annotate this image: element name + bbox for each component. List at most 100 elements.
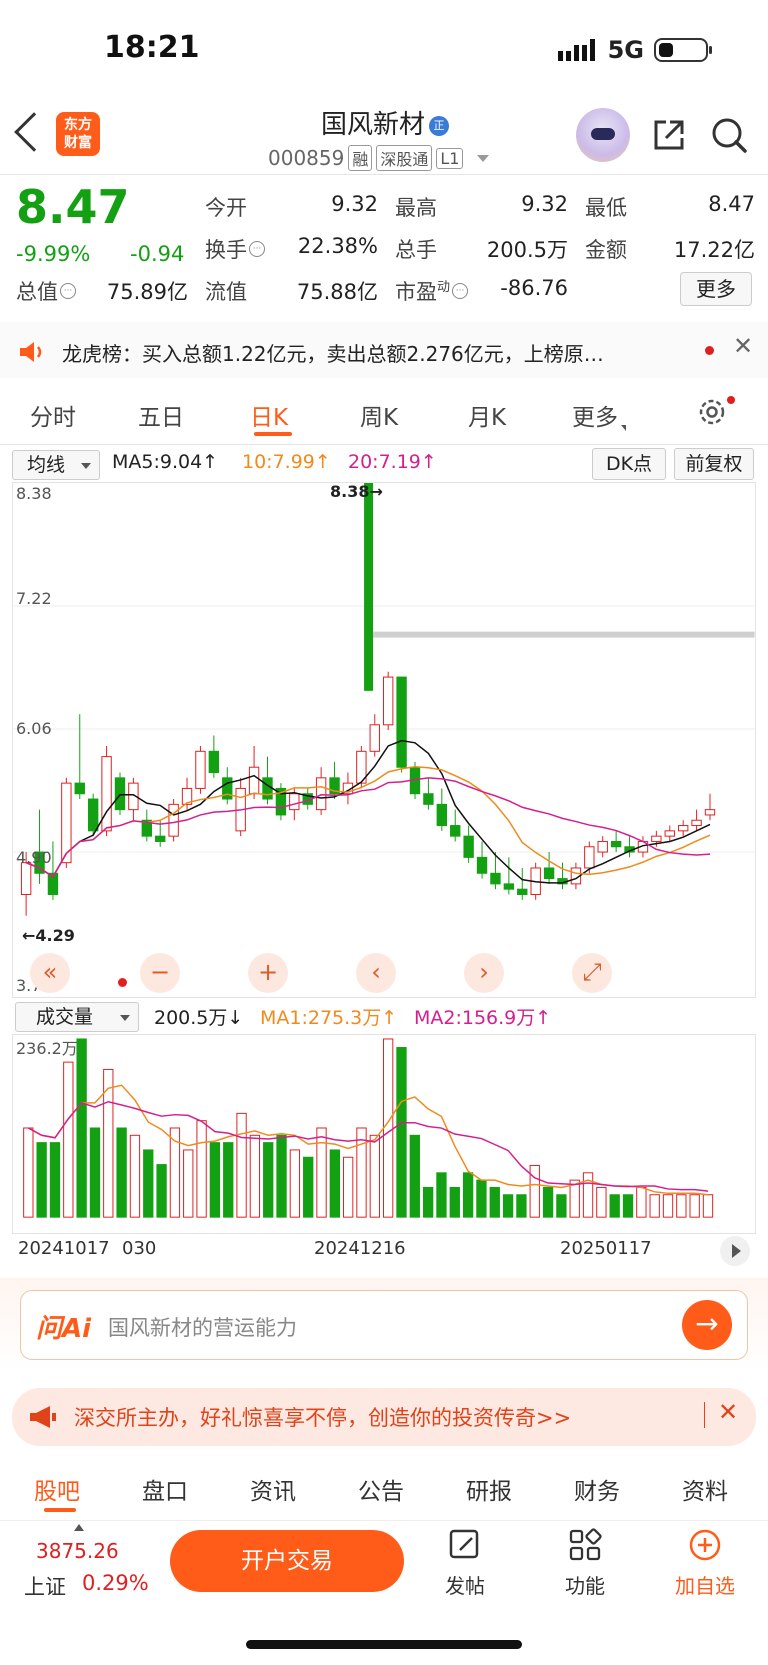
candle-down xyxy=(543,867,555,880)
mktcap-value: 75.89亿 xyxy=(106,280,188,304)
active-tab-indicator xyxy=(254,432,292,436)
share-icon[interactable] xyxy=(652,118,686,152)
notice-text[interactable]: 龙虎榜：买入总额1.22亿元，卖出总额2.276亿元，上榜原… xyxy=(62,342,604,366)
float-value: 75.88亿 xyxy=(296,280,378,304)
kline-chart[interactable] xyxy=(12,482,756,998)
network-label: 5G xyxy=(607,36,644,64)
candle-up xyxy=(704,809,716,816)
speaker-icon xyxy=(20,342,42,362)
volume-max-label: 236.2万 xyxy=(16,1039,78,1058)
candle-up xyxy=(382,676,394,726)
grid-icon xyxy=(569,1528,602,1561)
candle-down xyxy=(396,676,407,768)
close-icon[interactable]: ✕ xyxy=(733,332,754,360)
stock-subinfo[interactable]: 000859 融 深股通 L1 xyxy=(268,145,490,171)
adjust-button[interactable]: 前复权 xyxy=(674,448,754,480)
index-pct[interactable]: 0.29% xyxy=(82,1571,149,1595)
play-icon[interactable] xyxy=(720,1236,750,1266)
tab-daily-k[interactable]: 日K xyxy=(250,405,289,431)
index-value[interactable]: 3875.26 xyxy=(36,1539,119,1563)
candle-up xyxy=(597,840,608,853)
low-marker: ←4.29 xyxy=(22,926,75,945)
prev-button[interactable]: ‹ xyxy=(356,953,396,993)
more-button[interactable]: 更多 xyxy=(680,272,752,306)
y-label-top: 8.38 xyxy=(16,484,52,503)
tab-forum[interactable]: 股吧 xyxy=(34,1479,80,1505)
volume-bar-down xyxy=(223,1142,234,1218)
candle-up xyxy=(20,862,32,895)
candle-down xyxy=(436,803,448,827)
y-label-4: 4.90 xyxy=(16,848,52,867)
volume-select[interactable]: 成交量 xyxy=(15,1002,139,1032)
y-label-2: 7.22 xyxy=(16,589,52,608)
tab-orderbook[interactable]: 盘口 xyxy=(142,1479,188,1505)
index-name[interactable]: 上证 xyxy=(24,1575,66,1599)
gear-icon[interactable] xyxy=(696,396,728,428)
volume-bar-up xyxy=(169,1127,181,1218)
promo-banner[interactable] xyxy=(12,1388,756,1446)
search-icon[interactable] xyxy=(710,116,748,154)
logo-line2: 财富 xyxy=(64,135,92,151)
candle-up xyxy=(369,724,380,752)
dk-point-button[interactable]: DK点 xyxy=(592,448,666,480)
tab-weekly-k[interactable]: 周K xyxy=(360,405,399,431)
volume-bar-down xyxy=(36,1142,47,1218)
battery-icon xyxy=(654,38,712,62)
amount-label: 金额 xyxy=(585,238,627,262)
zoom-out-button[interactable]: − xyxy=(140,953,180,993)
candle-limit-down xyxy=(364,483,374,691)
tab-announcements[interactable]: 公告 xyxy=(358,1479,404,1505)
volume-bar-down xyxy=(516,1194,527,1218)
function-button[interactable]: 功能 xyxy=(540,1528,630,1599)
volume-bar-down xyxy=(209,1142,221,1218)
back-icon[interactable] xyxy=(14,112,54,152)
promo-text[interactable]: 深交所主办，好礼惊喜享不停，创造你的投资传奇>> xyxy=(74,1406,572,1430)
ma-select[interactable]: 均线 xyxy=(12,450,100,480)
add-circle-icon xyxy=(689,1529,721,1561)
mktcap-label: 总值 ··· xyxy=(16,276,76,306)
fast-back-button[interactable]: « xyxy=(30,953,70,993)
add-watch-button[interactable]: 加自选 xyxy=(660,1528,750,1599)
volume-value: 200.5万 xyxy=(486,238,568,262)
ai-placeholder[interactable]: 国风新材的营运能力 xyxy=(108,1316,297,1340)
y-label-3: 6.06 xyxy=(16,719,52,738)
tab-more[interactable]: 更多 xyxy=(572,398,626,432)
high-label: 最高 xyxy=(395,196,437,220)
candle-up xyxy=(168,803,179,837)
candle-up xyxy=(289,793,300,811)
ma5-line xyxy=(25,739,711,884)
stock-title[interactable]: 国风新材正 xyxy=(260,104,510,141)
arrow-right-icon[interactable]: → xyxy=(682,1300,732,1350)
trade-button[interactable]: 开户交易 xyxy=(170,1530,404,1592)
volume-value-label: 200.5万↓ xyxy=(154,1007,244,1029)
tab-intraday[interactable]: 分时 xyxy=(30,405,76,431)
tab-profile[interactable]: 资料 xyxy=(682,1479,728,1505)
ai-robot-avatar[interactable] xyxy=(576,108,630,162)
tab-monthly-k[interactable]: 月K xyxy=(468,405,507,431)
volume-bar-up xyxy=(183,1149,194,1218)
candle-down xyxy=(423,793,434,805)
volume-chart[interactable] xyxy=(12,1034,756,1234)
close-icon[interactable]: ✕ xyxy=(718,1398,739,1426)
candle-down xyxy=(517,888,528,895)
zoom-in-button[interactable]: + xyxy=(248,953,288,993)
tab-finance[interactable]: 财务 xyxy=(574,1479,620,1505)
tab-research[interactable]: 研报 xyxy=(466,1479,512,1505)
candle-down xyxy=(463,835,474,858)
candle-up xyxy=(584,846,595,869)
fullscreen-button[interactable]: ⤢ xyxy=(572,953,612,993)
next-button[interactable]: › xyxy=(464,953,504,993)
ai-input[interactable] xyxy=(20,1290,748,1360)
candle-down xyxy=(34,851,45,874)
tab-five-day[interactable]: 五日 xyxy=(138,405,184,431)
tab-news[interactable]: 资讯 xyxy=(250,1479,296,1505)
signal-icon xyxy=(557,39,595,61)
volume-bar-down xyxy=(502,1194,514,1218)
volume-bar-down xyxy=(396,1047,407,1218)
candle-down xyxy=(275,787,287,816)
volume-ma1: MA1:275.3万↑ xyxy=(260,1007,398,1029)
post-button[interactable]: 发帖 xyxy=(420,1528,510,1599)
notice-bar[interactable] xyxy=(0,322,768,378)
info-icon: ··· xyxy=(249,241,265,257)
app-logo[interactable]: 东方 财富 xyxy=(56,112,100,156)
